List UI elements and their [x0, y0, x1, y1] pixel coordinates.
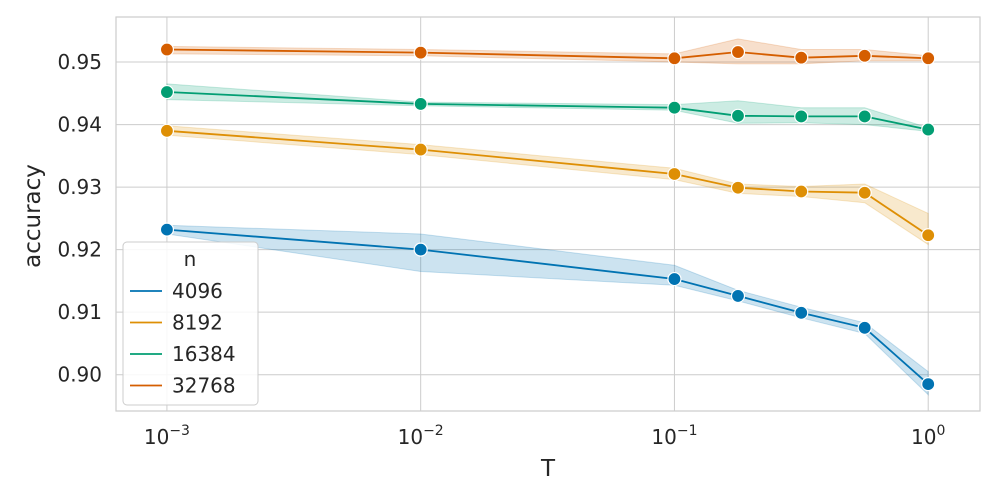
data-point-32768	[413, 45, 428, 60]
data-point-16384	[730, 108, 746, 123]
data-point-16384	[921, 122, 936, 137]
x-tick-label: 10−1	[651, 423, 697, 449]
data-point-16384	[857, 109, 872, 124]
legend-title: n	[184, 247, 197, 271]
data-point-32768	[857, 48, 872, 63]
x-axis-label: T	[540, 456, 556, 482]
data-point-16384	[794, 109, 809, 124]
y-tick-labels: 0.90 0.91 0.92 0.93 0.94 0.95	[57, 50, 102, 387]
data-point-16384	[159, 84, 175, 100]
data-point-16384	[667, 100, 682, 115]
y-tick-label: 0.91	[57, 300, 102, 324]
legend-label-32768: 32768	[172, 374, 236, 398]
y-tick-label: 0.94	[57, 113, 102, 137]
y-tick-label: 0.95	[57, 50, 102, 74]
data-point-4096	[667, 271, 682, 287]
data-point-8192	[730, 180, 746, 195]
data-point-8192	[413, 142, 428, 157]
data-point-4096	[794, 305, 809, 320]
legend: n 4096 8192 16384 32768	[122, 241, 259, 406]
data-point-32768	[159, 42, 175, 57]
data-point-32768	[794, 50, 809, 65]
data-point-4096	[159, 222, 175, 237]
legend-label-16384: 16384	[172, 342, 236, 366]
data-point-4096	[730, 288, 746, 304]
data-point-4096	[857, 320, 872, 335]
data-point-32768	[921, 51, 936, 66]
plot-area	[115, 16, 981, 412]
legend-label-8192: 8192	[172, 311, 223, 335]
data-point-8192	[667, 166, 682, 182]
data-point-32768	[667, 51, 682, 66]
data-point-32768	[730, 44, 746, 60]
series-points	[159, 42, 936, 392]
x-tick-label: 10−2	[398, 423, 444, 449]
x-tick-label: 10−3	[144, 423, 190, 449]
legend-box	[122, 241, 259, 406]
data-point-16384	[413, 96, 428, 112]
y-tick-label: 0.93	[57, 175, 102, 199]
x-tick-labels: 10−3 10−2 10−1 100	[144, 423, 946, 449]
data-point-4096	[921, 377, 936, 392]
y-tick-label: 0.92	[57, 238, 102, 262]
data-point-8192	[159, 123, 175, 138]
y-axis-label: accuracy	[20, 164, 46, 268]
data-point-8192	[857, 185, 872, 200]
x-tick-label: 100	[911, 423, 945, 449]
legend-entries: 4096 8192 16384 32768	[130, 279, 236, 398]
data-point-8192	[794, 184, 809, 199]
data-point-4096	[413, 242, 428, 257]
legend-label-4096: 4096	[172, 279, 223, 303]
data-point-8192	[921, 228, 936, 243]
confidence-band-8192	[166, 125, 929, 246]
y-tick-label: 0.90	[57, 363, 102, 387]
